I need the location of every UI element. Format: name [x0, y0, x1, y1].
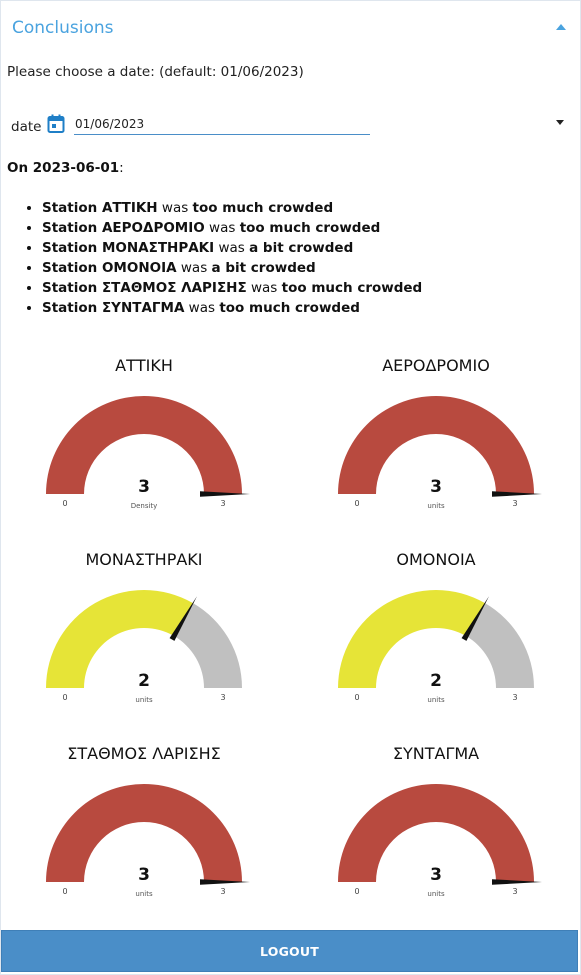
gauge-chart: 3 units 0 3 [338, 784, 542, 898]
gauge-widget: ΣΥΝΤΑΓΜΑ 3 units 0 3 [316, 744, 556, 914]
gauge-needle [461, 596, 489, 641]
gauge-fill [46, 784, 242, 882]
gauge-widget: ΣΤΑΘΜΟΣ ΛΑΡΙΣΗΣ 3 units 0 3 [24, 744, 264, 914]
gauge-needle [200, 491, 250, 497]
crowd-level: too much crowded [219, 300, 360, 316]
crowd-level: too much crowded [281, 280, 423, 296]
gauge-value: 3 [430, 865, 442, 885]
station-name: Station ΑΕΡΟΔΡΟΜΙΟ [42, 220, 205, 236]
list-item: Station ΣΤΑΘΜΟΣ ΛΑΡΙΣΗΣ was too much cro… [42, 278, 422, 298]
gauge-title: ΜΟΝΑΣΤΗΡΑΚΙ [85, 550, 203, 569]
gauge-needle [492, 879, 542, 885]
gauge-max-label: 3 [220, 887, 225, 896]
gauge-title: ΣΥΝΤΑΓΜΑ [392, 744, 480, 763]
gauge-chart: 2 units 0 3 [338, 590, 534, 704]
station-name: Station ΑΤΤΙΚΗ [42, 200, 158, 216]
gauge-fill [338, 396, 534, 494]
station-name: Station ΣΥΝΤΑΓΜΑ [42, 300, 185, 316]
gauge-min-label: 0 [354, 693, 359, 702]
station-name: Station ΜΟΝΑΣΤΗΡΑΚΙ [42, 240, 215, 256]
gauge-chart: 2 units 0 3 [46, 590, 242, 704]
gauge-widget: ΑΕΡΟΔΡΟΜΙΟ 3 units 0 3 [316, 356, 556, 526]
crowd-level: too much crowded [192, 200, 334, 216]
date-input[interactable] [74, 113, 370, 135]
crowd-level: a bit crowded [249, 240, 354, 256]
gauge-value: 2 [138, 671, 150, 691]
panel-title[interactable]: Conclusions [12, 18, 114, 38]
list-item: Station ΟΜΟΝΟΙΑ was a bit crowded [42, 258, 422, 278]
gauge-max-label: 3 [512, 887, 517, 896]
gauge-chart: 3 units 0 3 [338, 396, 542, 510]
gauge-min-label: 0 [62, 693, 67, 702]
gauge-needle [169, 596, 197, 641]
gauge-value: 3 [138, 865, 150, 885]
gauge-fill [338, 590, 485, 688]
gauge-title: ΣΤΑΘΜΟΣ ΛΑΡΙΣΗΣ [67, 744, 221, 763]
gauge-unit: units [427, 696, 445, 704]
gauge-fill [338, 784, 534, 882]
gauge-needle [492, 491, 542, 497]
was-text: was [204, 220, 240, 236]
gauge-unit: units [135, 696, 153, 704]
gauge-title: ΑΕΡΟΔΡΟΜΙΟ [382, 356, 490, 375]
date-label: date [11, 119, 42, 135]
summary-heading: On 2023-06-01: [7, 160, 124, 176]
gauge-max-label: 3 [220, 499, 225, 508]
gauge-unit: units [135, 890, 153, 898]
was-text: was [214, 240, 250, 256]
crowd-level: too much crowded [239, 220, 381, 236]
was-text: was [157, 200, 193, 216]
gauge-widget: ΟΜΟΝΟΙΑ 2 units 0 3 [316, 550, 556, 720]
gauge-chart: 3 units 0 3 [46, 784, 250, 898]
gauge-max-label: 3 [220, 693, 225, 702]
dropdown-arrow-icon[interactable] [556, 120, 564, 125]
gauge-track [174, 603, 242, 688]
gauge-fill [46, 396, 242, 494]
station-name: Station ΣΤΑΘΜΟΣ ΛΑΡΙΣΗΣ [42, 280, 247, 296]
gauge-value: 3 [430, 477, 442, 497]
gauge-min-label: 0 [62, 887, 67, 896]
list-item: Station ΑΤΤΙΚΗ was too much crowded [42, 198, 422, 218]
chevron-up-icon[interactable] [556, 24, 566, 30]
list-item: Station ΑΕΡΟΔΡΟΜΙΟ was too much crowded [42, 218, 422, 238]
list-item: Station ΣΥΝΤΑΓΜΑ was too much crowded [42, 298, 422, 318]
gauge-max-label: 3 [512, 693, 517, 702]
gauge-widget: ΜΟΝΑΣΤΗΡΑΚΙ 2 units 0 3 [24, 550, 264, 720]
gauge-min-label: 0 [354, 887, 359, 896]
gauge-unit: Density [131, 502, 158, 510]
conclusions-header[interactable]: Conclusions [0, 0, 581, 58]
calendar-icon[interactable] [47, 114, 65, 134]
gauge-track [466, 603, 534, 688]
logout-button[interactable]: LOGOUT [1, 930, 578, 972]
gauge-value: 2 [430, 671, 442, 691]
was-text: was [184, 300, 220, 316]
was-text: was [246, 280, 282, 296]
date-prompt: Please choose a date: (default: 01/06/20… [7, 64, 304, 80]
gauge-needle [200, 879, 250, 885]
gauge-unit: units [427, 890, 445, 898]
gauge-chart: 3 Density 0 3 [46, 396, 250, 510]
was-text: was [176, 260, 212, 276]
gauge-widget: ΑΤΤΙΚΗ 3 Density 0 3 [24, 356, 264, 526]
station-status-list: Station ΑΤΤΙΚΗ was too much crowded Stat… [18, 198, 422, 318]
gauge-min-label: 0 [354, 499, 359, 508]
gauge-fill [46, 590, 193, 688]
gauge-title: ΑΤΤΙΚΗ [115, 356, 173, 375]
gauge-value: 3 [138, 477, 150, 497]
gauge-unit: units [427, 502, 445, 510]
gauge-min-label: 0 [62, 499, 67, 508]
gauge-title: ΟΜΟΝΟΙΑ [396, 550, 476, 569]
crowd-level: a bit crowded [211, 260, 316, 276]
list-item: Station ΜΟΝΑΣΤΗΡΑΚΙ was a bit crowded [42, 238, 422, 258]
gauge-max-label: 3 [512, 499, 517, 508]
summary-date: On 2023-06-01 [7, 160, 120, 176]
summary-colon: : [119, 160, 124, 176]
station-name: Station ΟΜΟΝΟΙΑ [42, 260, 177, 276]
